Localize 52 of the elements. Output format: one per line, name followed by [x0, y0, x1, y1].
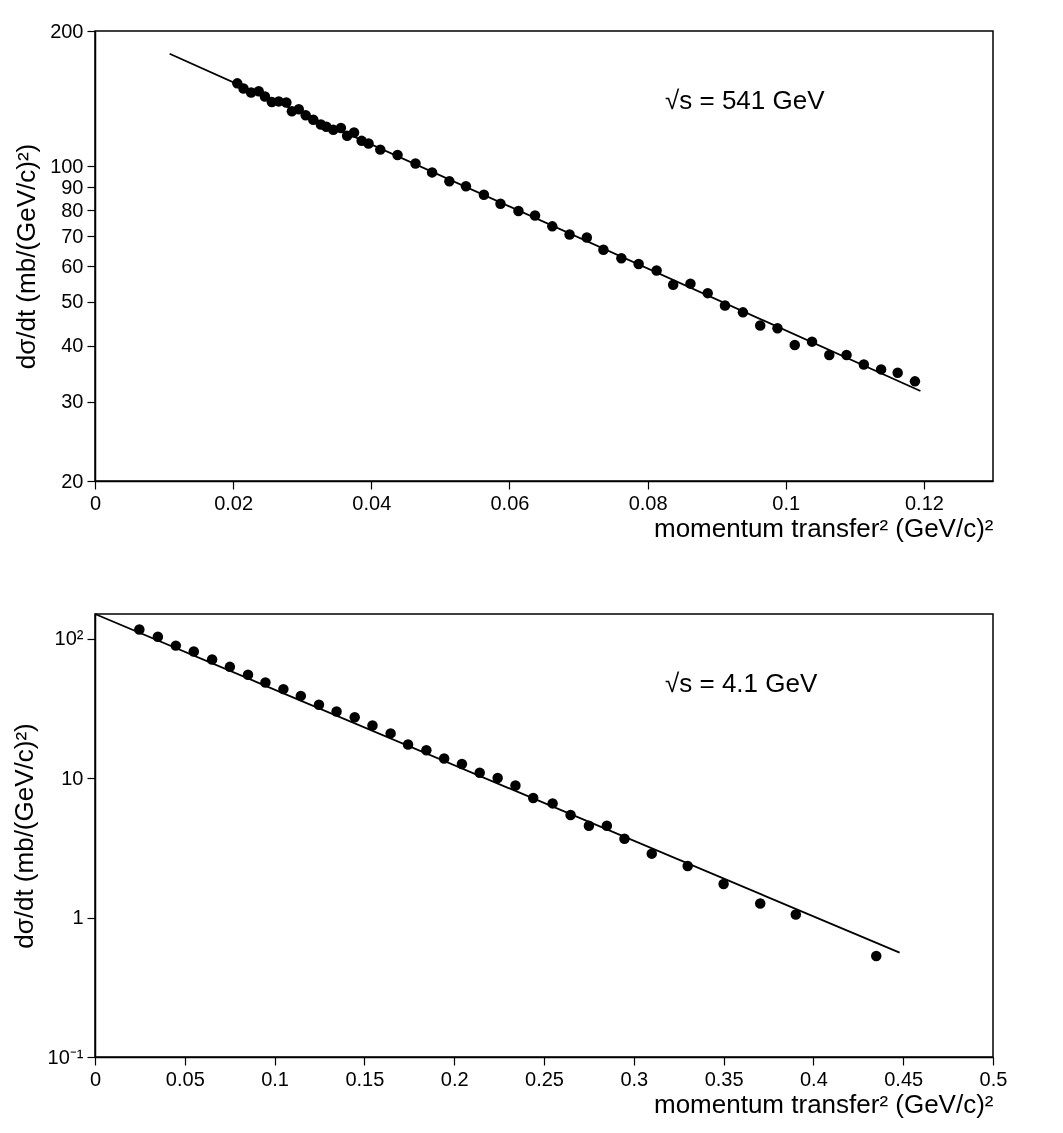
x-tick-label: 0: [89, 1067, 102, 1090]
x-tick-label: 0.06: [490, 491, 530, 514]
y-tick-label: 10: [61, 766, 84, 789]
annotation: √s = 4.1 GeV: [665, 668, 818, 698]
x-tick-label: 0.45: [884, 1067, 924, 1090]
x-tick-label: 0.35: [704, 1067, 744, 1090]
y-tick-label: 20: [61, 469, 84, 492]
x-tick-label: 0.05: [165, 1067, 205, 1090]
x-tick-label: 0.4: [799, 1067, 828, 1090]
y-tick-label: 90: [61, 175, 84, 198]
point: [646, 848, 657, 859]
x-axis-title: momentum transfer² (GeV/c)²: [653, 1088, 994, 1119]
point: [349, 711, 360, 723]
y-tick-label: 30: [61, 390, 84, 413]
x-tick-label: 0.02: [214, 491, 254, 514]
point: [892, 367, 903, 378]
x-tick-label: 0.3: [620, 1067, 649, 1090]
point: [754, 320, 766, 331]
x-tick-label: 0: [89, 491, 102, 514]
x-tick-label: 0.12: [904, 491, 944, 514]
point: [790, 909, 802, 920]
point: [754, 898, 766, 909]
y-axis-title: dσ/dt (mb/(GeV/c)²): [8, 723, 39, 949]
x-tick-label: 0.1: [772, 491, 801, 514]
x-tick-label: 0.04: [352, 491, 392, 514]
y-tick-label: 50: [61, 290, 84, 313]
point: [789, 339, 800, 351]
y-axis-title: dσ/dt (mb/(GeV/c)²): [11, 143, 42, 370]
annotation: √s = 541 GeV: [665, 85, 826, 115]
point: [871, 950, 882, 962]
x-axis-title: momentum transfer² (GeV/c)²: [653, 512, 994, 543]
y-tick-label: 70: [61, 224, 84, 247]
point: [718, 878, 729, 890]
y-tick-label: 10⁻¹: [47, 1045, 84, 1068]
point: [510, 780, 521, 791]
point: [909, 376, 921, 387]
y-tick-label: 80: [61, 198, 84, 221]
x-tick-label: 0.1: [261, 1067, 290, 1090]
y-tick-label: 40: [61, 334, 84, 357]
x-tick-label: 0.5: [979, 1067, 1008, 1090]
x-tick-label: 0.08: [628, 491, 668, 514]
y-tick-label: 10²: [54, 627, 84, 650]
x-tick-label: 0.25: [525, 1067, 564, 1090]
point: [367, 720, 378, 731]
x-tick-label: 0.15: [345, 1067, 385, 1090]
y-tick-label: 60: [61, 254, 84, 277]
y-tick-label: 200: [50, 19, 84, 42]
point: [385, 728, 396, 739]
y-tick-label: 100: [50, 154, 84, 177]
y-tick-label: 1: [72, 906, 84, 929]
x-tick-label: 0.2: [440, 1067, 469, 1090]
point: [492, 772, 503, 784]
